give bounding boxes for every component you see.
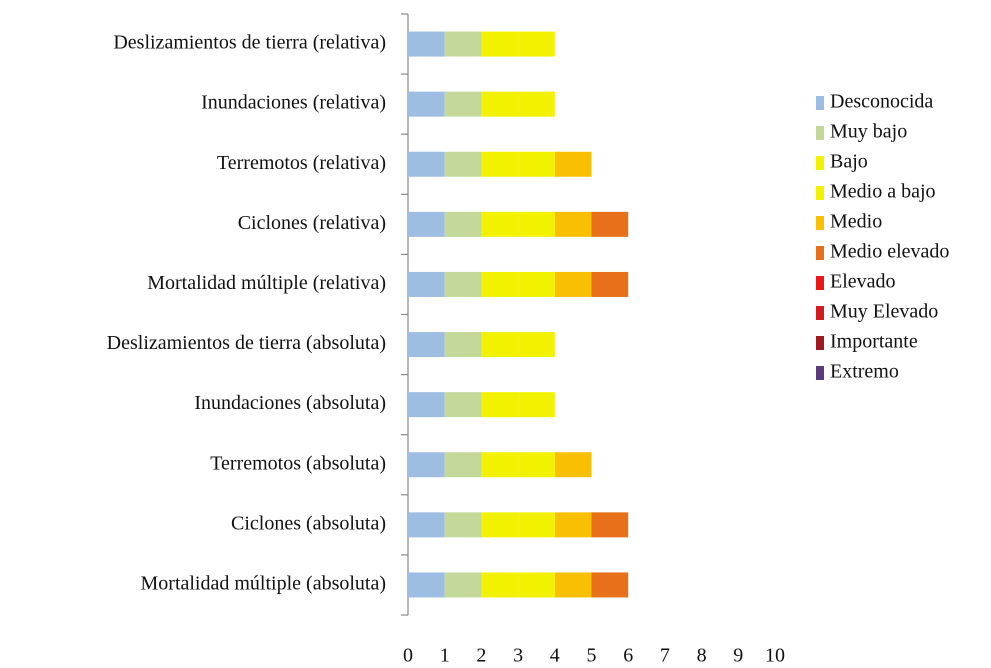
bar-segment	[408, 392, 445, 418]
y-tick-label: Mortalidad múltiple (relativa)	[147, 272, 386, 294]
bar-segment	[481, 151, 519, 177]
bar-segment	[518, 512, 555, 538]
y-tick-label: Mortalidad múltiple (absoluta)	[141, 573, 387, 595]
bar-segment	[518, 452, 555, 478]
bar-segment	[481, 91, 519, 117]
legend-swatch	[816, 336, 824, 350]
bar-segment	[518, 31, 555, 57]
bar-segment	[444, 452, 482, 478]
bar-segment	[408, 332, 445, 358]
legend-label: Bajo	[830, 151, 868, 173]
legend-label: Muy Elevado	[830, 301, 938, 323]
bar-segment	[444, 31, 482, 57]
bar-segment	[444, 91, 482, 117]
bar-segment	[408, 572, 445, 598]
bar-segment	[444, 211, 482, 237]
x-tick-label: 2	[476, 645, 486, 667]
legend-swatch	[816, 306, 824, 320]
bar-segment	[518, 211, 555, 237]
bar-segment	[554, 572, 592, 598]
legend-swatch	[816, 156, 824, 170]
bar-segment	[518, 572, 555, 598]
bar-segment	[554, 211, 592, 237]
legend-label: Medio a bajo	[830, 181, 936, 203]
x-tick-label: 8	[697, 645, 707, 667]
bar-segment	[481, 392, 519, 418]
x-tick-label: 6	[623, 645, 633, 667]
bar-segment	[591, 271, 629, 297]
x-tick-label: 7	[660, 645, 670, 667]
bar-segment	[408, 151, 445, 177]
bar-segment	[518, 332, 555, 358]
y-tick-label: Inundaciones (absoluta)	[194, 392, 386, 414]
legend-swatch	[816, 216, 824, 230]
bar-segment	[518, 91, 555, 117]
x-tick-label: 1	[440, 645, 450, 667]
bar-segment	[481, 31, 519, 57]
y-tick-label: Inundaciones (relativa)	[201, 92, 386, 114]
bar-segment	[408, 452, 445, 478]
bar-segment	[481, 332, 519, 358]
legend-swatch	[816, 246, 824, 260]
bar-segment	[518, 151, 555, 177]
bar-segment	[481, 512, 519, 538]
bar-segment	[554, 512, 592, 538]
y-tick-label: Deslizamientos de tierra (relativa)	[113, 32, 386, 54]
legend-swatch	[816, 366, 824, 380]
legend-label: Extremo	[830, 361, 899, 383]
bar-segment	[554, 151, 592, 177]
x-tick-label: 0	[403, 645, 413, 667]
bar-segment	[408, 211, 445, 237]
legend-swatch	[816, 96, 824, 110]
bar-segment	[518, 392, 555, 418]
legend-label: Medio	[830, 211, 882, 233]
y-tick-label: Ciclones (relativa)	[238, 212, 386, 234]
bar-segment	[408, 91, 445, 117]
bar-segment	[591, 512, 629, 538]
bar-segment	[444, 572, 482, 598]
bar-segment	[444, 392, 482, 418]
x-tick-label: 10	[765, 645, 785, 667]
bar-segment	[444, 512, 482, 538]
legend-label: Elevado	[830, 271, 896, 293]
y-tick-label: Deslizamientos de tierra (absoluta)	[107, 332, 386, 354]
legend-swatch	[816, 126, 824, 140]
bar-segment	[408, 512, 445, 538]
bar-segment	[554, 452, 592, 478]
bar-segment	[481, 211, 519, 237]
bar-segment	[444, 332, 482, 358]
legend-label: Importante	[830, 331, 918, 353]
legend-swatch	[816, 186, 824, 200]
bar-segment	[481, 452, 519, 478]
x-tick-label: 5	[587, 645, 597, 667]
x-tick-label: 3	[513, 645, 523, 667]
legend-label: Desconocida	[830, 91, 933, 113]
legend-swatch	[816, 276, 824, 290]
bar-segment	[481, 572, 519, 598]
x-tick-label: 4	[550, 645, 560, 667]
bar-segment	[554, 271, 592, 297]
x-tick-label: 9	[733, 645, 743, 667]
bar-segment	[481, 271, 519, 297]
y-tick-label: Terremotos (absoluta)	[210, 452, 386, 474]
y-tick-label: Ciclones (absoluta)	[231, 512, 386, 534]
bar-segment	[591, 572, 629, 598]
legend-label: Medio elevado	[830, 241, 949, 263]
legend-label: Muy bajo	[830, 121, 907, 143]
y-tick-label: Terremotos (relativa)	[217, 152, 386, 174]
bar-segment	[408, 31, 445, 57]
bar-segment	[408, 271, 445, 297]
bar-segment	[444, 271, 482, 297]
bar-segment	[518, 271, 555, 297]
bar-segment	[444, 151, 482, 177]
bar-segment	[591, 211, 629, 237]
